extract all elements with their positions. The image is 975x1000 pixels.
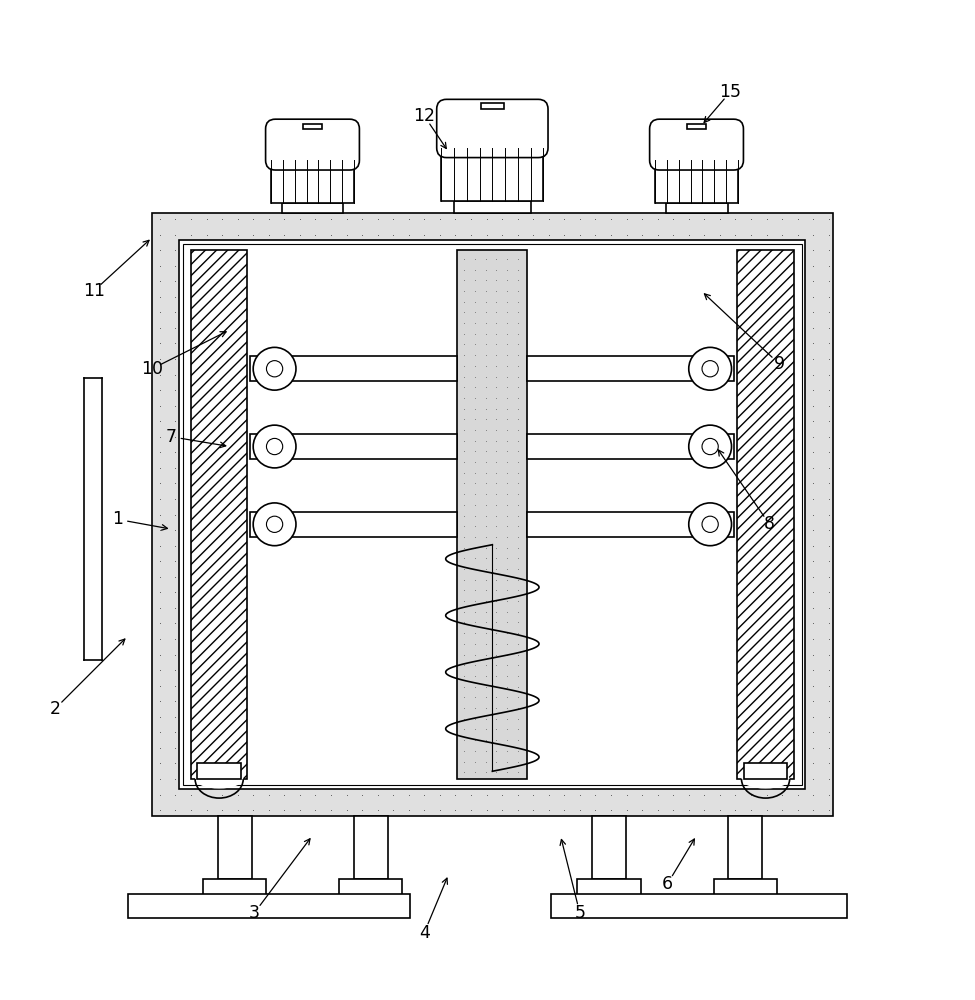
Bar xyxy=(354,816,388,879)
Bar xyxy=(744,763,788,779)
FancyBboxPatch shape xyxy=(649,119,743,170)
Bar xyxy=(251,434,457,459)
Bar xyxy=(282,203,343,213)
Bar xyxy=(251,356,457,381)
Text: 6: 6 xyxy=(662,875,673,893)
FancyBboxPatch shape xyxy=(265,119,360,170)
Circle shape xyxy=(266,438,283,455)
Bar xyxy=(577,879,641,901)
Bar xyxy=(203,879,266,901)
Text: 2: 2 xyxy=(50,700,60,718)
Circle shape xyxy=(702,438,719,455)
Bar xyxy=(217,816,252,879)
Bar xyxy=(271,160,354,203)
Circle shape xyxy=(266,516,283,532)
Circle shape xyxy=(688,503,731,546)
Bar xyxy=(179,240,805,789)
Ellipse shape xyxy=(742,770,790,789)
Text: 10: 10 xyxy=(141,360,163,378)
Bar xyxy=(714,879,777,901)
Circle shape xyxy=(688,347,731,390)
Circle shape xyxy=(702,516,719,532)
Bar xyxy=(251,512,457,537)
Bar xyxy=(737,250,794,779)
Bar xyxy=(152,213,833,816)
Bar xyxy=(481,103,504,109)
Bar xyxy=(197,763,241,779)
Bar xyxy=(592,816,626,879)
Bar xyxy=(551,894,847,918)
Bar xyxy=(442,148,543,201)
Text: 1: 1 xyxy=(112,510,124,528)
Bar xyxy=(687,124,706,129)
Bar xyxy=(527,512,734,537)
Text: 15: 15 xyxy=(720,83,742,101)
Circle shape xyxy=(702,361,719,377)
FancyBboxPatch shape xyxy=(437,99,548,158)
Text: 8: 8 xyxy=(764,515,775,533)
Text: 3: 3 xyxy=(249,904,259,922)
Bar xyxy=(303,124,322,129)
Bar xyxy=(128,894,410,918)
Ellipse shape xyxy=(195,770,243,789)
Bar xyxy=(666,203,727,213)
Circle shape xyxy=(254,503,296,546)
Circle shape xyxy=(266,361,283,377)
Bar xyxy=(183,244,801,785)
Text: 11: 11 xyxy=(83,282,104,300)
Circle shape xyxy=(688,425,731,468)
Bar xyxy=(527,356,734,381)
Bar xyxy=(527,434,734,459)
Text: 12: 12 xyxy=(413,107,435,125)
Bar xyxy=(728,816,762,879)
Text: 9: 9 xyxy=(773,355,785,373)
Circle shape xyxy=(254,347,296,390)
Text: 4: 4 xyxy=(419,924,430,942)
Bar xyxy=(454,201,530,213)
Bar xyxy=(655,160,738,203)
Text: 7: 7 xyxy=(166,428,177,446)
Bar xyxy=(191,250,248,779)
Bar xyxy=(339,879,403,901)
Text: 5: 5 xyxy=(574,904,585,922)
Circle shape xyxy=(254,425,296,468)
Bar xyxy=(457,250,527,779)
